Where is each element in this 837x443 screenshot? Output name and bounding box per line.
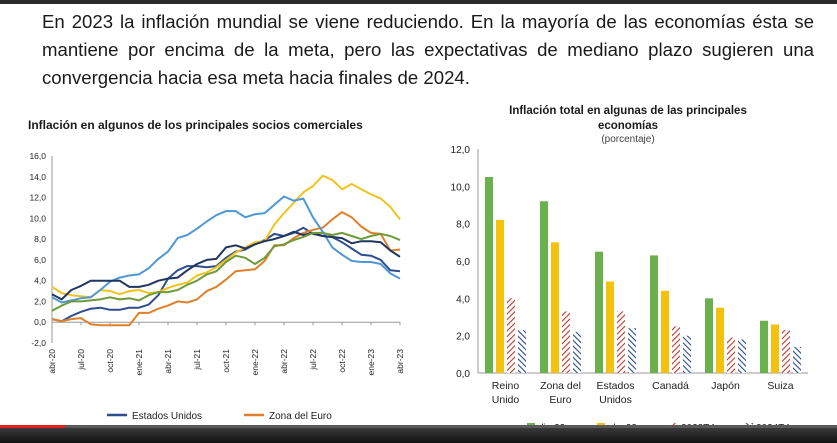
right-chart-title: Inflación total en algunas de las princi… bbox=[509, 105, 747, 132]
left-x-tick-label: abr-21 bbox=[163, 349, 173, 374]
bar-2-0 bbox=[507, 298, 515, 373]
bar-1-3 bbox=[661, 290, 669, 373]
left-x-tick-label: abr-23 bbox=[395, 349, 405, 374]
left-series-line-0 bbox=[51, 226, 401, 323]
bar-0-1 bbox=[540, 201, 548, 373]
bar-3-0 bbox=[518, 330, 526, 373]
left-y-tick-label: -2,0 bbox=[31, 338, 46, 348]
right-bar-chart: 0,0 2,0 4,0 6,0 8,0 10,0 12,0 Reino Unido Zona de… bbox=[451, 145, 808, 434]
right-chart-subtitle: (porcentaje) bbox=[601, 134, 655, 145]
bar-2-4 bbox=[727, 337, 735, 373]
video-controls-strip bbox=[0, 428, 837, 443]
right-category-label: Japón bbox=[711, 380, 740, 392]
bar-2-2 bbox=[617, 311, 625, 373]
bar-0-4 bbox=[705, 298, 713, 373]
left-series-line-1 bbox=[51, 211, 401, 327]
left-legend-label: Estados Unidos bbox=[132, 411, 202, 422]
right-y-tick-label: 0,0 bbox=[456, 369, 470, 380]
left-series-line-3 bbox=[51, 195, 401, 304]
bar-1-0 bbox=[496, 219, 504, 373]
bar-0-3 bbox=[650, 255, 658, 373]
right-category-label: Canadá bbox=[652, 380, 689, 392]
bar-2-1 bbox=[562, 311, 570, 373]
slide-paragraph: En 2023 la inflación mundial se viene re… bbox=[42, 11, 814, 88]
left-chart-title: Inflación en algunos de los principales … bbox=[28, 118, 363, 132]
left-x-tick-label: oct-20 bbox=[105, 349, 115, 373]
video-progress-fill bbox=[0, 425, 66, 428]
right-y-tick-label: 4,0 bbox=[456, 294, 470, 305]
right-category-label: Reino bbox=[492, 380, 520, 392]
left-x-tick-label: abr-22 bbox=[279, 349, 289, 374]
left-x-tick-label: abr-20 bbox=[47, 349, 57, 374]
right-y-tick-label: 12,0 bbox=[451, 145, 471, 156]
left-y-tick-label: 2,0 bbox=[34, 296, 46, 306]
right-y-tick-label: 10,0 bbox=[451, 182, 471, 193]
left-y-tick-label: 16,0 bbox=[29, 151, 46, 161]
left-x-tick-label: ene-22 bbox=[250, 349, 260, 376]
right-y-tick-label: 6,0 bbox=[456, 257, 470, 268]
video-progress-track[interactable] bbox=[0, 425, 837, 428]
left-series-line-5 bbox=[51, 231, 401, 312]
bar-1-4 bbox=[716, 307, 724, 373]
bar-0-0 bbox=[485, 177, 493, 373]
left-series-line-2 bbox=[51, 174, 401, 299]
video-top-strip bbox=[0, 0, 837, 4]
left-y-tick-label: 8,0 bbox=[34, 234, 46, 244]
right-category-label: Suiza bbox=[767, 380, 793, 392]
left-y-tick-label: 4,0 bbox=[34, 276, 46, 286]
right-y-tick-label: 2,0 bbox=[456, 332, 470, 343]
left-y-tick-label: 10,0 bbox=[29, 213, 46, 223]
right-category-label: Estados bbox=[597, 380, 635, 392]
bar-3-3 bbox=[683, 335, 691, 373]
right-category-label: Unidos bbox=[599, 394, 632, 406]
left-x-tick-label: oct-21 bbox=[221, 349, 231, 373]
left-x-tick-label: oct-22 bbox=[337, 349, 347, 373]
right-category-label: Unido bbox=[492, 394, 520, 406]
bar-2-3 bbox=[672, 326, 680, 373]
left-legend-label: Zona del Euro bbox=[269, 411, 332, 422]
left-x-tick-label: ene-21 bbox=[134, 349, 144, 376]
left-x-tick-label: ene-23 bbox=[366, 349, 376, 376]
bar-3-4 bbox=[738, 339, 746, 373]
left-series-line-4 bbox=[51, 230, 401, 301]
bar-3-1 bbox=[573, 331, 581, 373]
right-category-label: Euro bbox=[549, 394, 571, 406]
left-y-tick-label: 0,0 bbox=[34, 317, 46, 327]
bar-2-5 bbox=[782, 330, 790, 373]
left-line-chart: -2,0 0,0 2,0 4,0 6,0 8,0 10,0 12,0 14,0 16,0 abr-2… bbox=[29, 151, 405, 441]
bar-1-2 bbox=[606, 281, 614, 373]
bar-3-5 bbox=[793, 346, 801, 373]
left-y-tick-label: 6,0 bbox=[34, 255, 46, 265]
left-x-tick-label: jul-20 bbox=[76, 349, 86, 371]
right-y-tick-label: 8,0 bbox=[456, 220, 470, 231]
left-y-tick-label: 12,0 bbox=[29, 193, 46, 203]
bar-1-5 bbox=[771, 324, 779, 373]
left-x-tick-label: jul-21 bbox=[192, 349, 202, 371]
right-category-label: Zona del bbox=[540, 380, 581, 392]
bar-0-2 bbox=[595, 251, 603, 373]
left-y-tick-label: 14,0 bbox=[29, 172, 46, 182]
bar-0-5 bbox=[760, 320, 768, 373]
bar-1-1 bbox=[551, 242, 559, 373]
bar-3-2 bbox=[628, 328, 636, 373]
left-x-tick-label: jul-22 bbox=[308, 349, 318, 371]
